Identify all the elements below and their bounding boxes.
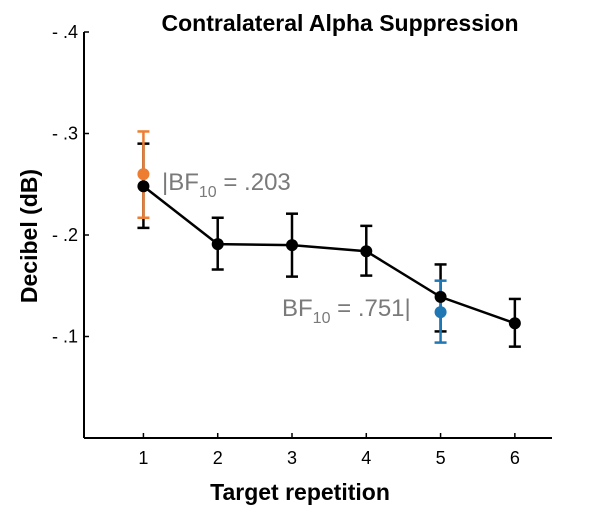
y-tick-label: - .1: [52, 327, 78, 347]
x-tick-label: 1: [138, 448, 148, 468]
y-ticks: - .1 - .2 - .3 - .4: [52, 22, 89, 347]
series-line: [142, 185, 516, 325]
highlight-point: [434, 306, 447, 319]
y-tick-label: - .2: [52, 225, 78, 245]
series-lines: [142, 185, 516, 325]
bf-annotation-2-main: BF: [282, 295, 313, 322]
x-ticks: 1 2 3 4 5 6: [138, 433, 520, 468]
x-tick-label: 6: [510, 448, 520, 468]
axes: [83, 32, 552, 439]
data-point: [286, 239, 298, 252]
y-tick-label: - .4: [52, 22, 78, 42]
data-point: [360, 245, 373, 258]
chart-title: Contralateral Alpha Suppression: [162, 10, 519, 36]
bf-annotation-2-sub: 10: [313, 310, 331, 327]
data-points: [137, 180, 521, 330]
bf-annotation-1: |BF10 = .203: [162, 169, 291, 201]
bf-annotation-1-sub: 10: [199, 184, 217, 201]
bf-annotation-2: BF10 = .751|: [282, 295, 411, 327]
y-tick-label: - .3: [52, 124, 78, 144]
x-tick-label: 4: [361, 448, 371, 468]
y-axis-label: Decibel (dB): [16, 169, 42, 303]
x-tick-label: 5: [436, 448, 446, 468]
x-tick-label: 3: [287, 448, 297, 468]
data-point: [211, 238, 224, 251]
x-axis-label: Target repetition: [210, 479, 390, 505]
highlight-points: [137, 168, 447, 319]
x-tick-label: 2: [213, 448, 223, 468]
bf-annotation-1-main: |BF: [162, 169, 199, 196]
data-point: [137, 180, 150, 193]
data-point: [434, 290, 447, 303]
data-point: [508, 317, 521, 330]
bf-annotation-1-rest: = .203: [217, 169, 291, 196]
bf-annotation-2-rest: = .751|: [330, 295, 410, 322]
highlight-point: [137, 168, 150, 181]
